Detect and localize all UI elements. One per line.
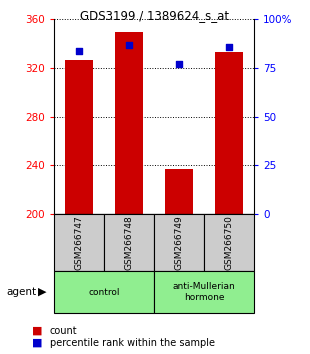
Text: percentile rank within the sample: percentile rank within the sample (50, 338, 215, 348)
Point (77, 48, 82, 53)
Bar (54, 271, 154, 313)
Text: control: control (88, 287, 120, 297)
Text: count: count (50, 326, 77, 336)
Bar (65, 59, 93, 214)
Text: GSM266747: GSM266747 (75, 215, 84, 270)
Bar (154, 271, 254, 313)
Bar (54, 214, 104, 271)
Bar (204, 214, 254, 271)
Text: GSM266750: GSM266750 (225, 215, 234, 270)
Text: anti-Mullerian
hormone: anti-Mullerian hormone (173, 282, 236, 302)
Bar (166, 169, 193, 214)
Text: agent: agent (6, 287, 36, 297)
Text: ■: ■ (32, 326, 42, 336)
Bar (215, 52, 243, 214)
Text: GSM266749: GSM266749 (175, 215, 184, 270)
Text: GSM266748: GSM266748 (125, 215, 134, 270)
Point (227, 44, 232, 50)
Text: GDS3199 / 1389624_s_at: GDS3199 / 1389624_s_at (80, 9, 230, 22)
Bar (116, 32, 143, 214)
Text: ▶: ▶ (38, 287, 46, 297)
Point (127, 42, 132, 47)
Text: ■: ■ (32, 338, 42, 348)
Point (177, 61, 182, 67)
Bar (154, 214, 204, 271)
Bar (104, 214, 154, 271)
